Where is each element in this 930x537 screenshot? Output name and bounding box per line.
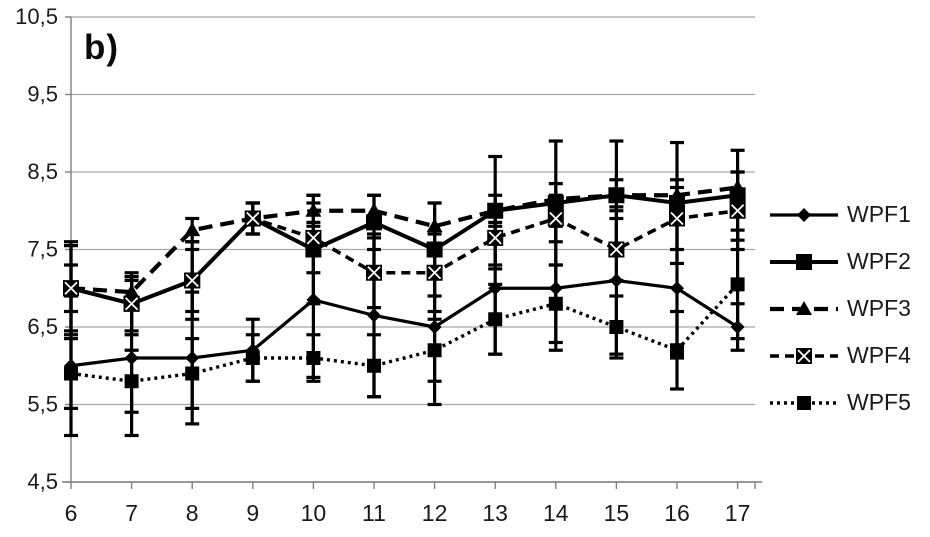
marker-diamond	[488, 281, 503, 296]
x-axis-tick-label: 11	[362, 500, 386, 526]
x-axis-tick-label: 17	[725, 500, 751, 526]
marker-boxed-x	[547, 210, 564, 227]
series-line-wpf3	[70, 185, 738, 295]
y-axis-tick-label: 7,5	[27, 237, 58, 262]
chart-panel-label: b)	[84, 28, 120, 67]
marker-boxed-x	[487, 229, 504, 246]
y-axis-tick-label: 10,5	[15, 4, 58, 29]
error-bars	[64, 139, 745, 438]
marker-square	[796, 253, 812, 270]
legend-item-wpf1: WPF1	[768, 191, 911, 238]
series-line-wpf4	[70, 208, 738, 306]
legend-label-wpf4: WPF4	[847, 342, 911, 368]
series-markers-wpf5	[64, 277, 745, 389]
marker-boxed-x	[366, 264, 382, 281]
legend-label-wpf5: WPF5	[847, 389, 911, 415]
marker-square	[548, 296, 563, 311]
marker-square	[488, 312, 503, 327]
marker-square	[426, 241, 443, 258]
series-markers-wpf4	[63, 202, 746, 312]
y-axis-tick-label: 6,5	[27, 314, 58, 339]
marker-boxed-x	[123, 295, 140, 312]
marker-diamond	[670, 281, 684, 296]
legend-swatch-wpf3-icon	[770, 300, 838, 315]
x-axis-tick-label: 14	[543, 500, 569, 526]
marker-diamond	[124, 351, 139, 365]
legend-item-wpf5: WPF5	[768, 379, 911, 426]
marker-boxed-x	[184, 272, 201, 289]
x-axis-tick-label: 16	[664, 500, 690, 526]
marker-square	[124, 374, 139, 389]
series-line-wpf1	[70, 278, 739, 368]
marker-square	[367, 358, 381, 373]
y-axis-tick-label: 9,5	[27, 82, 58, 107]
marker-square	[609, 320, 624, 334]
legend-swatch-wpf4-icon	[770, 347, 838, 364]
y-axis-tick-label: 4,5	[27, 469, 58, 494]
marker-square	[366, 214, 382, 231]
legend-swatch-wpf5-icon	[770, 395, 838, 410]
marker-diamond	[548, 281, 563, 296]
chart-legend: WPF1 WPF2 WPF3 WPF4 WPF5	[768, 191, 911, 426]
marker-diamond	[306, 292, 321, 307]
marker-triangle	[123, 284, 140, 299]
legend-item-wpf2: WPF2	[768, 238, 911, 285]
marker-square	[245, 351, 260, 365]
marker-triangle	[669, 187, 685, 202]
marker-diamond	[427, 320, 442, 334]
legend-swatch-wpf2-icon	[770, 253, 838, 270]
marker-boxed-x	[305, 229, 322, 246]
marker-triangle	[487, 202, 504, 217]
x-axis-tick-label: 15	[604, 500, 630, 526]
marker-diamond	[185, 351, 200, 365]
marker-square	[306, 351, 321, 365]
legend-label-wpf3: WPF3	[847, 295, 911, 321]
x-axis-tick-label: 9	[246, 500, 259, 526]
marker-square	[427, 343, 442, 358]
marker-boxed-x	[796, 347, 812, 364]
marker-boxed-x	[608, 241, 625, 258]
marker-square	[185, 366, 200, 381]
x-axis-tick-label: 10	[301, 500, 327, 526]
marker-diamond	[797, 207, 811, 222]
marker-triangle	[305, 202, 322, 217]
marker-boxed-x	[63, 280, 79, 297]
y-axis-tick-label: 5,5	[27, 392, 58, 417]
marker-square	[797, 395, 811, 410]
x-axis-tick-label: 7	[125, 500, 138, 526]
legend-label-wpf2: WPF2	[847, 248, 911, 274]
x-axis-tick-label: 13	[482, 500, 508, 526]
marker-triangle	[608, 187, 625, 202]
marker-boxed-x	[244, 210, 261, 227]
marker-diamond	[609, 273, 624, 288]
y-axis-tick-label: 8,5	[27, 159, 58, 184]
marker-triangle	[729, 179, 746, 194]
legend-item-wpf4: WPF4	[768, 332, 911, 379]
marker-square	[64, 366, 78, 381]
marker-triangle	[366, 202, 382, 217]
marker-square	[670, 343, 684, 358]
marker-diamond	[730, 320, 745, 334]
marker-boxed-x	[669, 210, 685, 227]
marker-triangle	[796, 300, 812, 315]
legend-swatch-wpf1-icon	[770, 207, 838, 222]
series-line-wpf2	[70, 193, 738, 306]
marker-triangle	[426, 218, 443, 233]
series-line-wpf5	[70, 283, 739, 383]
marker-boxed-x	[426, 264, 443, 281]
marker-diamond	[367, 308, 381, 323]
marker-triangle	[184, 222, 201, 237]
x-axis-tick-label: 6	[65, 500, 78, 526]
x-axis-tick-label: 8	[186, 500, 199, 526]
marker-boxed-x	[729, 202, 746, 219]
legend-item-wpf3: WPF3	[768, 285, 911, 332]
legend-label-wpf1: WPF1	[847, 201, 911, 227]
x-axis-tick-label: 12	[422, 500, 448, 526]
marker-triangle	[547, 191, 564, 206]
marker-square	[730, 277, 745, 292]
axis-labels: 10,5 9,5 8,5 7,5 6,5 5,5 4,5 6 7 8 9 10 11 12 13 14 15 16…	[15, 4, 750, 526]
